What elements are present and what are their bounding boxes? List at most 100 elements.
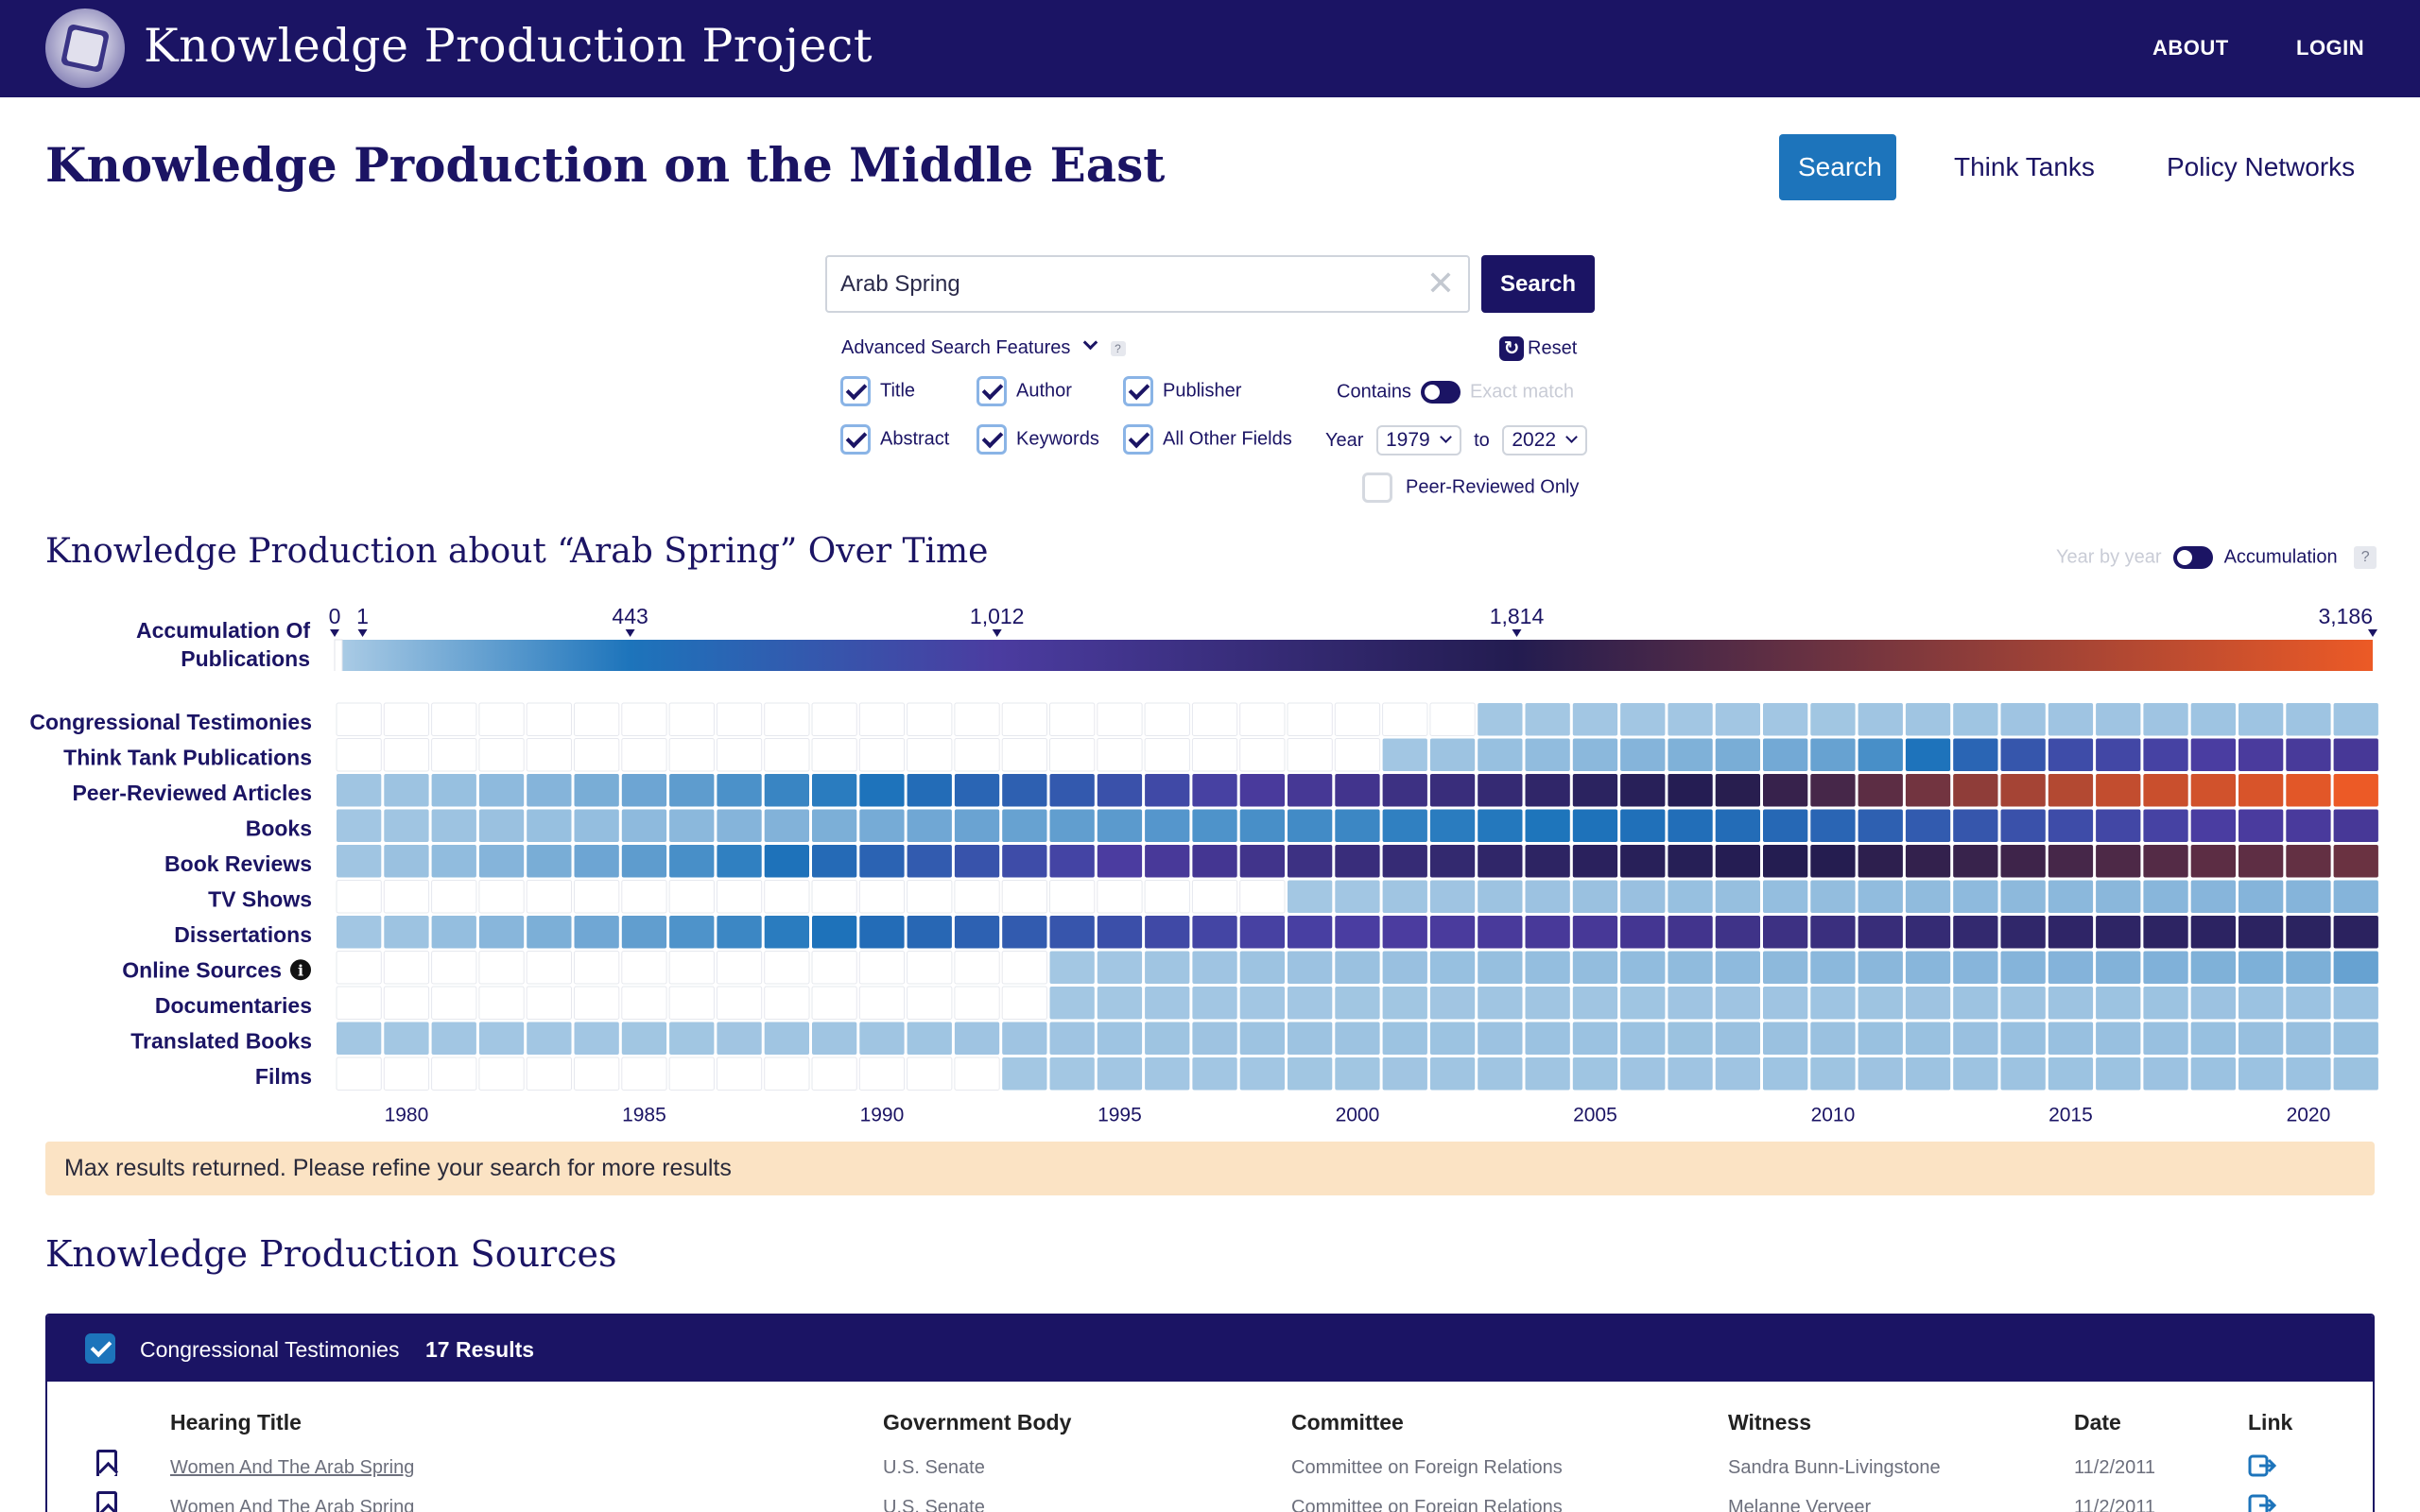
heatmap-cell[interactable] bbox=[1858, 845, 1903, 878]
heatmap-cell[interactable] bbox=[1049, 951, 1095, 985]
heatmap-cell[interactable] bbox=[1763, 1057, 1808, 1091]
heatmap-cell[interactable] bbox=[1001, 702, 1047, 736]
heatmap-cell[interactable] bbox=[2190, 774, 2236, 807]
heatmap-cell[interactable] bbox=[2000, 987, 2046, 1020]
heatmap-cell[interactable] bbox=[1049, 1022, 1095, 1056]
heatmap-cell[interactable] bbox=[1288, 1057, 1333, 1091]
heatmap-cell[interactable] bbox=[1144, 702, 1190, 736]
heatmap-cell[interactable] bbox=[1620, 951, 1666, 985]
heatmap-cell[interactable] bbox=[954, 986, 1000, 1020]
heatmap-cell[interactable] bbox=[478, 986, 525, 1020]
heatmap-cell[interactable] bbox=[907, 951, 953, 985]
tab-policy-networks[interactable]: Policy Networks bbox=[2167, 152, 2356, 181]
heatmap-cell[interactable] bbox=[1810, 916, 1856, 949]
heatmap-cell[interactable] bbox=[1810, 1057, 1856, 1091]
heatmap-cell[interactable] bbox=[858, 1057, 906, 1091]
heatmap-cell[interactable] bbox=[2000, 845, 2046, 878]
heatmap-cell[interactable] bbox=[954, 809, 1000, 843]
heatmap-cell[interactable] bbox=[907, 880, 953, 914]
heatmap-cell[interactable] bbox=[812, 1022, 857, 1056]
heatmap-cell[interactable] bbox=[2000, 738, 2046, 772]
heatmap-cell[interactable] bbox=[2286, 1022, 2331, 1056]
heatmap-cell[interactable] bbox=[1763, 880, 1808, 914]
heatmap-cell[interactable] bbox=[764, 916, 809, 949]
heatmap-cell[interactable] bbox=[1525, 987, 1570, 1020]
heatmap-cell[interactable] bbox=[2333, 951, 2378, 985]
help-icon[interactable]: ? bbox=[1110, 340, 1126, 356]
heatmap-cell[interactable] bbox=[526, 738, 573, 772]
heatmap-cell[interactable] bbox=[1810, 809, 1856, 843]
heatmap-cell[interactable] bbox=[1953, 987, 1998, 1020]
field-abstract-checkbox[interactable]: Abstract bbox=[840, 424, 949, 455]
heatmap-cell[interactable] bbox=[1097, 809, 1143, 843]
heatmap-row-label[interactable]: Book Reviews bbox=[164, 851, 312, 876]
nav-about-link[interactable]: ABOUT bbox=[2152, 36, 2229, 60]
heatmap-cell[interactable] bbox=[621, 1022, 667, 1056]
heatmap-cell[interactable] bbox=[2096, 703, 2141, 736]
heatmap-cell[interactable] bbox=[478, 738, 525, 772]
heatmap-cell[interactable] bbox=[1239, 738, 1286, 772]
heatmap-cell[interactable] bbox=[1191, 738, 1238, 772]
heatmap-cell[interactable] bbox=[1810, 703, 1856, 736]
col-date[interactable]: Date bbox=[2074, 1410, 2121, 1435]
heatmap-cell[interactable] bbox=[574, 951, 620, 985]
heatmap-cell[interactable] bbox=[764, 880, 810, 914]
heatmap-cell[interactable] bbox=[668, 738, 715, 772]
heatmap-cell[interactable] bbox=[811, 702, 857, 736]
heatmap-cell[interactable] bbox=[669, 774, 715, 807]
heatmap-cell[interactable] bbox=[2143, 774, 2188, 807]
heatmap-cell[interactable] bbox=[859, 916, 905, 949]
heatmap-cell[interactable] bbox=[383, 702, 430, 736]
heatmap-cell[interactable] bbox=[2238, 1057, 2284, 1091]
heatmap-cell[interactable] bbox=[1572, 951, 1618, 985]
heatmap-cell[interactable] bbox=[1620, 1022, 1666, 1056]
heatmap-cell[interactable] bbox=[859, 845, 905, 878]
heatmap-cell[interactable] bbox=[2096, 845, 2141, 878]
heatmap-cell[interactable] bbox=[907, 809, 952, 843]
heatmap-row-label[interactable]: Documentaries bbox=[155, 993, 312, 1018]
heatmap-cell[interactable] bbox=[431, 738, 477, 772]
heatmap-cell[interactable] bbox=[336, 1057, 382, 1091]
heatmap-cell[interactable] bbox=[1287, 702, 1333, 736]
heatmap-cell[interactable] bbox=[1335, 951, 1380, 985]
heatmap-cell[interactable] bbox=[431, 1057, 477, 1091]
heatmap-cell[interactable] bbox=[384, 809, 429, 843]
heatmap-cell[interactable] bbox=[2286, 809, 2331, 843]
heatmap-cell[interactable] bbox=[1668, 845, 1713, 878]
heatmap-cell[interactable] bbox=[2000, 880, 2046, 914]
heatmap-cell[interactable] bbox=[574, 986, 620, 1020]
heatmap-cell[interactable] bbox=[1335, 774, 1380, 807]
heatmap-cell[interactable] bbox=[1953, 951, 1998, 985]
heatmap-cell[interactable] bbox=[1525, 703, 1570, 736]
heatmap-cell[interactable] bbox=[478, 774, 525, 807]
heatmap-cell[interactable] bbox=[2048, 1057, 2094, 1091]
heatmap-cell[interactable] bbox=[858, 986, 906, 1020]
heatmap-cell[interactable] bbox=[2048, 774, 2094, 807]
heatmap-cell[interactable] bbox=[1858, 1022, 1903, 1056]
heatmap-cell[interactable] bbox=[1002, 809, 1047, 843]
heatmap-cell[interactable] bbox=[668, 880, 715, 914]
match-mode-switch[interactable]: Contains Exact match bbox=[1337, 381, 1574, 404]
heatmap-cell[interactable] bbox=[478, 1057, 525, 1091]
heatmap-cell[interactable] bbox=[2333, 1057, 2378, 1091]
heatmap-cell[interactable] bbox=[337, 1022, 382, 1056]
tab-think-tanks[interactable]: Think Tanks bbox=[1954, 152, 2095, 181]
heatmap-cell[interactable] bbox=[1239, 1022, 1285, 1056]
heatmap-cell[interactable] bbox=[811, 986, 857, 1020]
heatmap-cell[interactable] bbox=[384, 1022, 429, 1056]
heatmap-cell[interactable] bbox=[2143, 738, 2188, 772]
heatmap-cell[interactable] bbox=[574, 916, 619, 949]
heatmap-cell[interactable] bbox=[383, 738, 430, 772]
heatmap-cell[interactable] bbox=[574, 880, 620, 914]
heatmap-cell[interactable] bbox=[1953, 1057, 1998, 1091]
external-link-icon[interactable] bbox=[2248, 1453, 2276, 1478]
heatmap-cell[interactable] bbox=[2238, 987, 2284, 1020]
heatmap-cell[interactable] bbox=[1525, 774, 1570, 807]
year-to-select[interactable]: 2022 bbox=[1502, 425, 1587, 455]
heatmap-row-label[interactable]: Dissertations bbox=[174, 922, 312, 947]
heatmap-cell[interactable] bbox=[478, 702, 525, 736]
heatmap-cell[interactable] bbox=[2333, 1022, 2378, 1056]
group-checkbox[interactable] bbox=[85, 1333, 115, 1364]
heatmap-cell[interactable] bbox=[1763, 987, 1808, 1020]
help-icon[interactable]: ? bbox=[2354, 546, 2377, 569]
